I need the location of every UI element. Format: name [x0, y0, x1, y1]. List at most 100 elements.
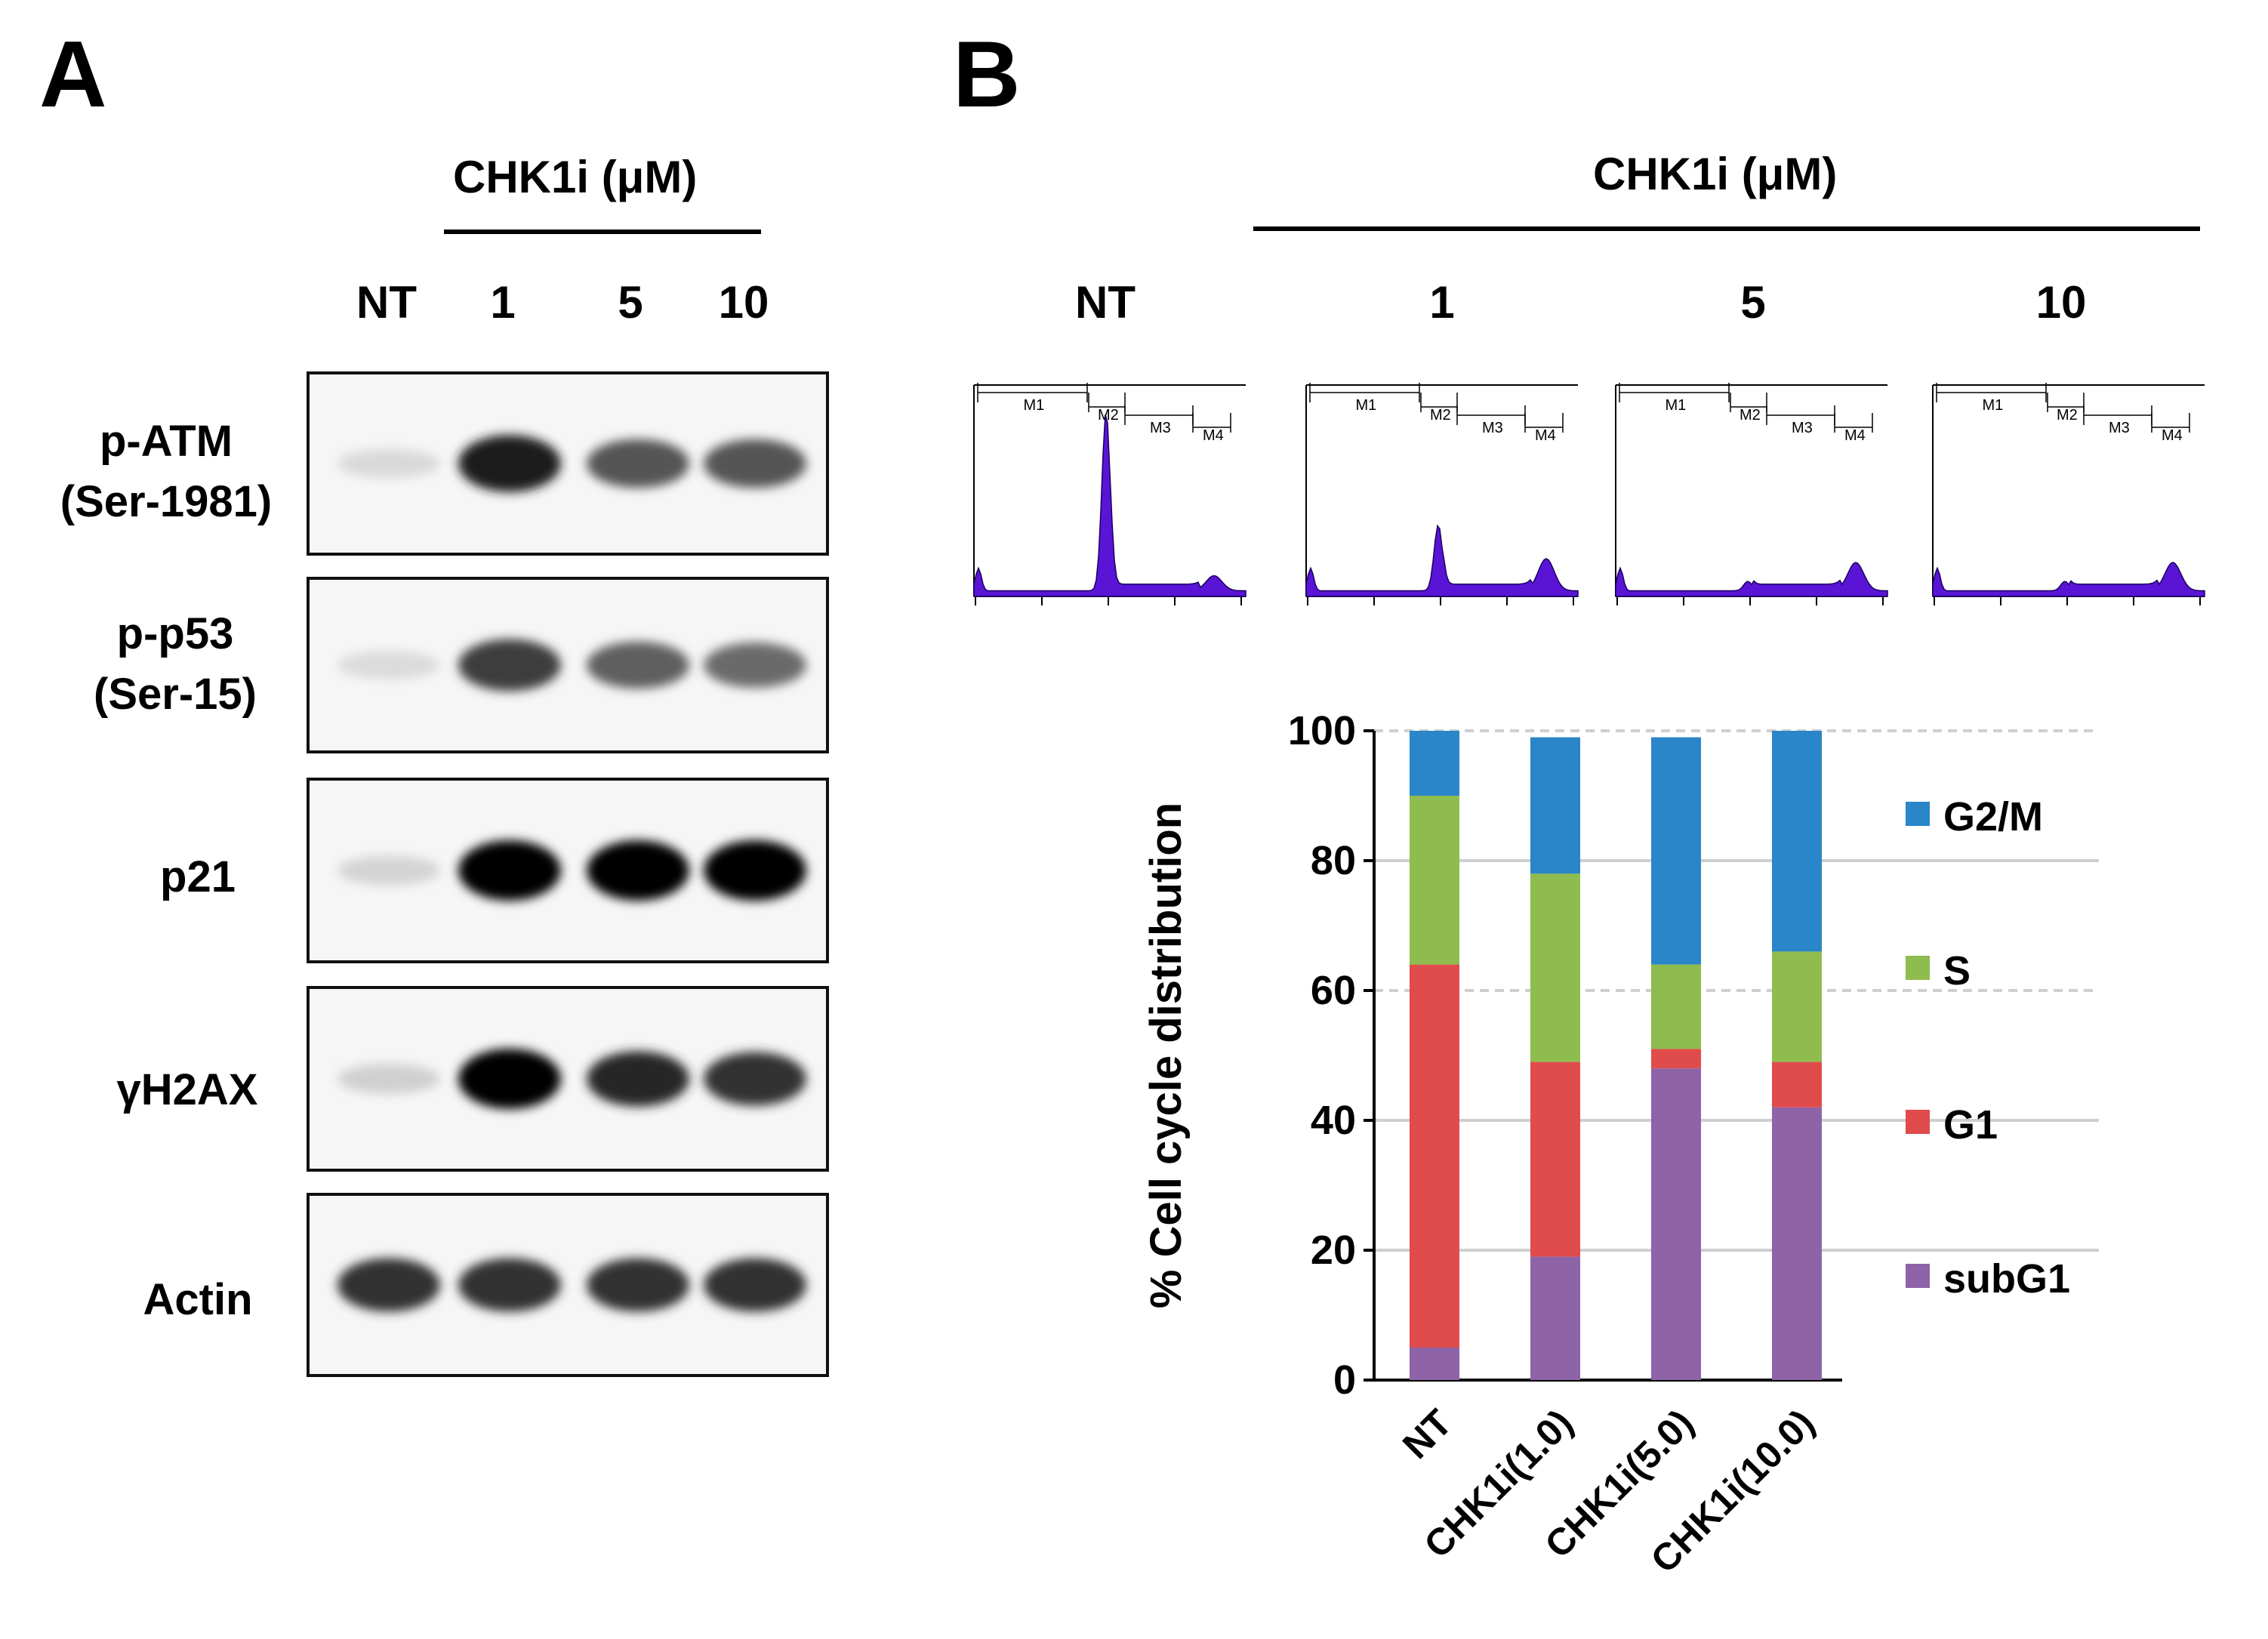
- blot-band: [458, 1049, 561, 1109]
- hist-label-5: 5: [1740, 277, 1766, 328]
- legend-swatch: [1906, 1264, 1930, 1288]
- panel-b-letter: B: [953, 23, 1021, 127]
- hist-label-10: 10: [2035, 277, 2087, 328]
- legend-swatch: [1906, 1110, 1930, 1134]
- blot-bands: [337, 840, 806, 901]
- gate-label: M2: [1430, 407, 1451, 424]
- y-tick-label: 40: [1311, 1098, 1356, 1143]
- y-tick-label: 60: [1311, 968, 1356, 1013]
- gate-label: M3: [1150, 420, 1171, 436]
- bar-segment-subg1: [1410, 1348, 1459, 1380]
- y-tick-label: 80: [1311, 838, 1356, 883]
- flow-histogram: M1 M2 M3 M4: [1932, 383, 2205, 605]
- panel-a-header: CHK1i (μM): [453, 152, 698, 202]
- gate-label: M2: [1740, 407, 1761, 424]
- row-label-p21: p21: [160, 852, 236, 901]
- blot-p-p53: [307, 577, 829, 753]
- bar-segment-s: [1530, 873, 1580, 1062]
- gate-label: M4: [1203, 427, 1224, 444]
- panel-b-header-line: [1253, 226, 2200, 231]
- flow-histogram: M1 M2 M3 M4: [1305, 383, 1579, 605]
- flow-histogram: M1 M2 M3 M4: [1615, 383, 1888, 605]
- y-tick-label: 100: [1288, 708, 1356, 753]
- blot-p21: [307, 778, 829, 963]
- bar-segment-g1: [1772, 1061, 1822, 1108]
- panel-a-header-line: [444, 230, 761, 234]
- lane-label-5: 5: [618, 277, 643, 328]
- blot-band: [704, 642, 806, 689]
- bar-segment-g2m: [1772, 731, 1822, 952]
- legend-swatch: [1906, 956, 1930, 980]
- gate-label: M1: [1024, 397, 1045, 414]
- blot-band: [337, 1063, 440, 1095]
- hist-label-1: 1: [1429, 277, 1455, 328]
- blot-band: [587, 840, 689, 901]
- blot-band: [587, 1051, 689, 1107]
- gate-label: M1: [1666, 397, 1687, 414]
- gate-label: M3: [1482, 420, 1503, 436]
- panel-a-letter: A: [39, 23, 107, 127]
- histogram-area: [1932, 562, 2205, 597]
- legend-label: S: [1943, 948, 1971, 994]
- bar-segment-g2m: [1410, 731, 1459, 796]
- blot-bands: [337, 1258, 806, 1312]
- row-label-p-p53: p-p53 (Ser-15): [94, 609, 257, 719]
- bar-segment-subg1: [1530, 1256, 1580, 1380]
- blot-p-atm: [307, 371, 829, 556]
- blot-band: [704, 1052, 806, 1106]
- blot-actin: [307, 1193, 829, 1377]
- gate-label: M4: [1844, 427, 1866, 444]
- blot-bands: [337, 435, 806, 492]
- flow-histogram: M1 M2 M3 M4: [973, 383, 1246, 605]
- gate-label: M1: [1983, 397, 2004, 414]
- gate-label: M4: [2162, 427, 2183, 444]
- bar-segment-g1: [1651, 1049, 1701, 1069]
- panel-b-header: CHK1i (μM): [1593, 149, 1838, 199]
- row-label-actin: Actin: [143, 1275, 253, 1324]
- hist-label-nt: NT: [1075, 277, 1136, 328]
- x-tick-label: NT: [1394, 1401, 1460, 1467]
- histogram-area: [1305, 524, 1579, 597]
- gate-label: M2: [2057, 407, 2078, 424]
- gate-label: M4: [1535, 427, 1556, 444]
- blot-band: [458, 1258, 561, 1312]
- histogram-area: [973, 414, 1246, 597]
- blot-band: [704, 840, 806, 901]
- blot-bands: [337, 1049, 806, 1109]
- bar-segment-s: [1651, 964, 1701, 1049]
- y-tick-label: 20: [1311, 1228, 1356, 1273]
- blot-band: [587, 641, 689, 689]
- bar-segment-subg1: [1772, 1107, 1822, 1380]
- blot-band: [458, 840, 561, 901]
- legend-label: G1: [1943, 1102, 1998, 1148]
- blot-band: [337, 650, 440, 680]
- histogram-area: [1615, 562, 1888, 597]
- blot-band: [337, 1258, 440, 1312]
- gate-label: M1: [1356, 397, 1377, 414]
- blot-band: [458, 435, 561, 492]
- blot-band: [587, 439, 689, 488]
- legend-label: G2/M: [1943, 794, 2043, 840]
- lane-label-nt: NT: [356, 277, 417, 328]
- gate-label: M2: [1098, 407, 1119, 424]
- blot-band: [704, 1258, 806, 1312]
- blot-band: [458, 639, 561, 692]
- bar-segment-g2m: [1651, 737, 1701, 965]
- blot-band: [337, 855, 440, 886]
- lane-label-10: 10: [718, 277, 769, 328]
- legend-label: subG1: [1943, 1256, 2070, 1302]
- blot-band: [704, 439, 806, 488]
- blot-bands: [337, 639, 806, 692]
- y-tick-label: 0: [1333, 1357, 1356, 1403]
- gate-label: M3: [2109, 420, 2130, 436]
- bar-segment-subg1: [1651, 1068, 1701, 1380]
- row-label-p-atm: p-ATM (Ser-1981): [60, 417, 273, 526]
- bar-segment-g1: [1410, 964, 1459, 1348]
- lane-label-1: 1: [490, 277, 516, 328]
- blot-gh2ax: [307, 986, 829, 1172]
- blot-band: [587, 1258, 689, 1312]
- blot-band: [337, 448, 440, 479]
- bar-segment-s: [1772, 951, 1822, 1062]
- bar-segment-g1: [1530, 1061, 1580, 1257]
